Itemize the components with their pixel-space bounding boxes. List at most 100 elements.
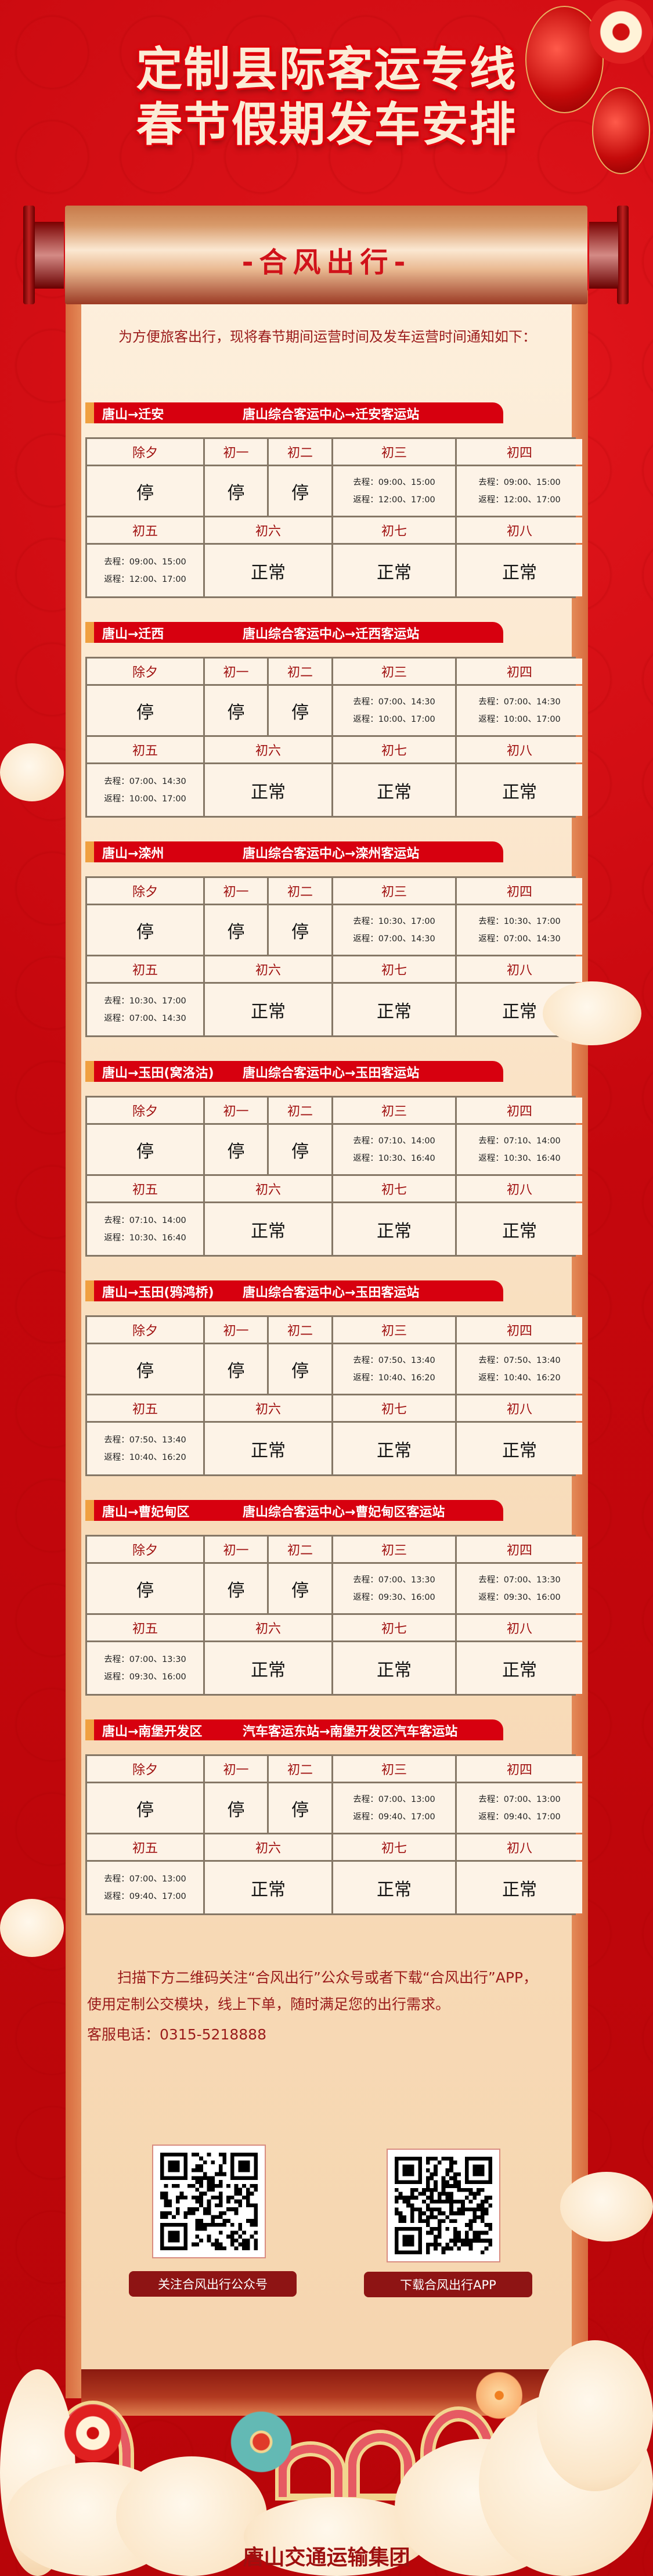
schedule-times: 去程：07:50、13:40 返程：10:40、16:20 bbox=[457, 1344, 582, 1394]
day-header: 初七 bbox=[333, 517, 455, 543]
route-name: 唐山→玉田(鸦鸿桥) bbox=[102, 1286, 214, 1300]
qr-module bbox=[414, 2188, 419, 2192]
return-label: 返程： bbox=[104, 574, 129, 584]
qr-module bbox=[230, 2222, 234, 2227]
qr-module bbox=[199, 2222, 203, 2227]
schedule-times: 去程：07:00、13:30 返程：09:30、16:00 bbox=[457, 1564, 582, 1613]
return-value: 07:00、14:30 bbox=[129, 1013, 186, 1023]
schedule-times: 去程：07:00、13:00 返程：09:40、17:00 bbox=[333, 1783, 455, 1833]
return-value: 10:40、16:20 bbox=[503, 1373, 561, 1383]
schedule-times: 去程：09:00、15:00 返程：12:00、17:00 bbox=[87, 545, 203, 596]
outbound-label: 去程： bbox=[353, 1136, 378, 1146]
qr-module bbox=[430, 2192, 434, 2196]
return-time: 返程：12:00、17:00 bbox=[353, 491, 435, 509]
outbound-time: 去程：10:30、17:00 bbox=[104, 992, 186, 1010]
schedule-table: 除夕 初一 初二 初三 初四停停停 去程：09:00、15:00 返程：12:00、17… bbox=[85, 437, 582, 598]
qr-module bbox=[211, 2160, 215, 2165]
schedule-status: 停 bbox=[269, 1125, 331, 1174]
day-header: 初六 bbox=[205, 1615, 331, 1640]
return-label: 返程： bbox=[478, 1373, 504, 1383]
day-header: 初七 bbox=[333, 1395, 455, 1421]
qr-module bbox=[246, 2242, 250, 2247]
qr-module bbox=[445, 2199, 450, 2204]
qr-module bbox=[250, 2219, 254, 2223]
scroll-end-cap bbox=[617, 206, 629, 304]
qr-module bbox=[410, 2219, 414, 2224]
qr-module bbox=[445, 2226, 450, 2231]
route-banner: 唐山→迁安 唐山综合客运中心→迁安客运站 bbox=[85, 402, 503, 423]
return-time: 返程：10:30、16:40 bbox=[104, 1229, 186, 1247]
qr-module bbox=[398, 2196, 403, 2200]
flower-icon bbox=[476, 2369, 522, 2422]
outbound-label: 去程： bbox=[478, 477, 504, 487]
day-header: 初五 bbox=[87, 956, 203, 982]
qr-module bbox=[434, 2207, 438, 2212]
qr-module bbox=[445, 2215, 450, 2219]
cloud-decoration bbox=[560, 2172, 653, 2242]
qr-module bbox=[461, 2207, 465, 2212]
day-header: 初八 bbox=[457, 1834, 582, 1860]
qr-module bbox=[199, 2180, 203, 2184]
outbound-label: 去程： bbox=[104, 1654, 129, 1664]
qr-module bbox=[425, 2157, 430, 2161]
day-header: 初二 bbox=[269, 1098, 331, 1123]
qr-module bbox=[164, 2192, 168, 2196]
qr-module bbox=[199, 2183, 203, 2188]
follow-wechat-button[interactable]: 关注合风出行公众号 bbox=[129, 2271, 297, 2297]
qr-module bbox=[453, 2199, 457, 2204]
schedule-status: 正常 bbox=[333, 1642, 455, 1694]
qr-module bbox=[215, 2195, 219, 2200]
qr-module bbox=[437, 2192, 442, 2196]
day-header: 初三 bbox=[333, 439, 455, 465]
outbound-label: 去程： bbox=[104, 996, 129, 1006]
day-header: 初七 bbox=[333, 1615, 455, 1640]
outbound-value: 07:00、13:30 bbox=[129, 1654, 186, 1664]
qr-module bbox=[395, 2199, 399, 2204]
day-header: 除夕 bbox=[87, 1537, 203, 1562]
qr-module bbox=[464, 2223, 469, 2227]
qr-module bbox=[175, 2195, 180, 2200]
qr-module bbox=[437, 2196, 442, 2200]
qr-module bbox=[175, 2211, 180, 2215]
return-value: 10:00、17:00 bbox=[129, 794, 186, 804]
qr-module bbox=[199, 2238, 203, 2243]
qr-module bbox=[468, 2223, 473, 2227]
qr-module bbox=[168, 2211, 172, 2215]
intro-text: 为方便旅客出行，现将春节期间运营时间及发车运营时间通知如下： bbox=[118, 329, 536, 345]
qr-module bbox=[246, 2192, 250, 2196]
organization-name: 唐山交通运输集团 bbox=[243, 2546, 410, 2570]
return-time: 返程：10:00、17:00 bbox=[478, 711, 561, 728]
return-value: 07:00、14:30 bbox=[378, 934, 435, 944]
qr-module bbox=[461, 2239, 465, 2243]
outbound-label: 去程： bbox=[478, 916, 504, 926]
qr-module bbox=[175, 2207, 180, 2211]
scroll-roller bbox=[65, 206, 587, 304]
qr-module bbox=[410, 2192, 414, 2196]
qr-module bbox=[222, 2153, 227, 2157]
qr-module bbox=[437, 2211, 442, 2215]
qr-module bbox=[472, 2215, 477, 2219]
qr-module bbox=[425, 2246, 430, 2251]
qr-module bbox=[464, 2207, 469, 2212]
day-header: 初一 bbox=[205, 439, 267, 465]
download-app-button[interactable]: 下载合风出行APP bbox=[364, 2272, 532, 2297]
day-header: 初六 bbox=[205, 1395, 331, 1421]
qr-module bbox=[199, 2192, 203, 2196]
qr-module bbox=[434, 2157, 438, 2161]
qr-module bbox=[449, 2184, 453, 2188]
qr-module bbox=[430, 2172, 434, 2176]
qr-module bbox=[168, 2203, 172, 2208]
qr-module bbox=[207, 2199, 211, 2204]
outbound-time: 去程：10:30、17:00 bbox=[478, 913, 561, 930]
qr-module bbox=[418, 2207, 423, 2212]
qr-module bbox=[425, 2215, 430, 2219]
qr-module bbox=[164, 2195, 168, 2200]
qr-module bbox=[468, 2219, 473, 2224]
qr-module bbox=[222, 2172, 227, 2176]
qr-module bbox=[468, 2239, 473, 2243]
outbound-time: 去程：07:00、14:30 bbox=[104, 773, 186, 790]
qr-module bbox=[461, 2199, 465, 2204]
outbound-value: 07:00、13:00 bbox=[378, 1794, 435, 1804]
qr-module bbox=[449, 2211, 453, 2215]
qr-module bbox=[242, 2246, 246, 2250]
